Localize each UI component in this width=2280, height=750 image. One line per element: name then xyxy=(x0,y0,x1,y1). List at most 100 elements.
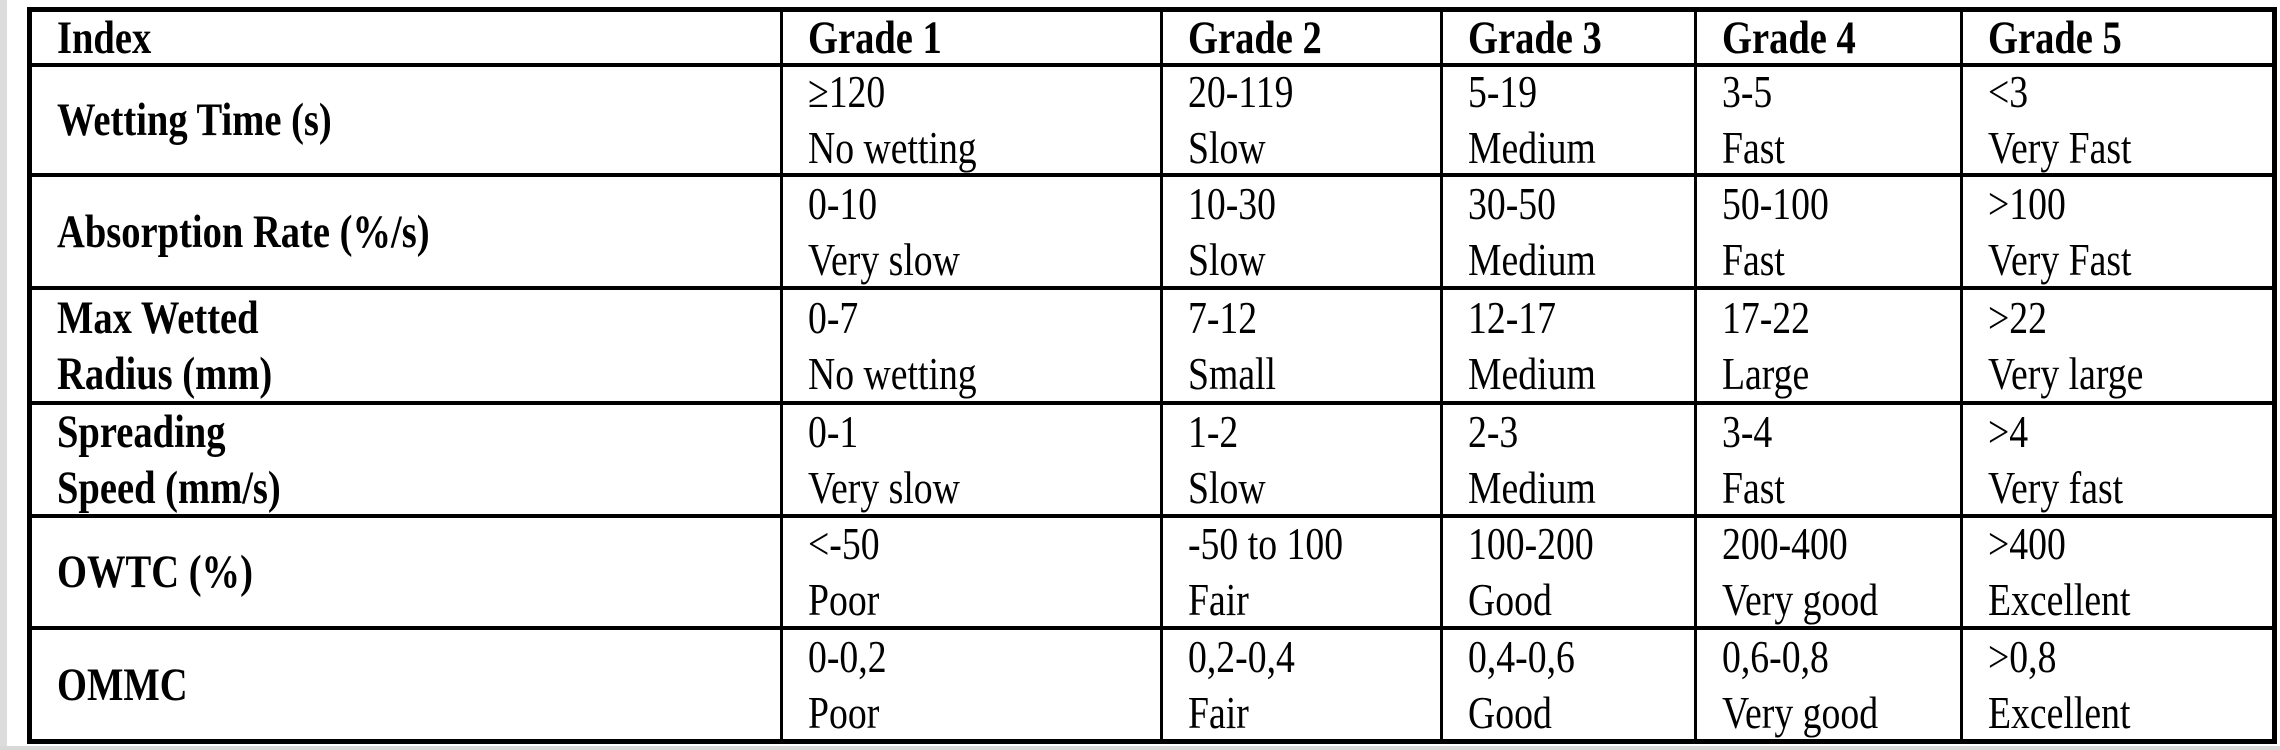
table-cell: 17-22 Large xyxy=(1697,290,1963,405)
cell-value: >0,8 xyxy=(1988,630,2057,682)
column-header-label: Index xyxy=(57,12,152,64)
table-cell: 0,6-0,8 Very good xyxy=(1697,630,1963,739)
cell-label: No wetting xyxy=(808,122,977,173)
cell-value: 50-100 xyxy=(1722,177,1829,229)
column-header-index: Index xyxy=(32,12,783,67)
cell-label: Large xyxy=(1722,347,1810,399)
row-header-line: Radius (mm) xyxy=(57,347,273,400)
cell-value: 200-400 xyxy=(1722,518,1848,569)
grading-scale-table: Index Grade 1 Grade 2 Grade 3 Grade 4 Gr… xyxy=(27,7,2277,744)
column-header-grade-2: Grade 2 xyxy=(1163,12,1443,67)
cell-label: No wetting xyxy=(808,347,977,399)
cell-label: Very good xyxy=(1722,686,1879,738)
table-cell: >22 Very large xyxy=(1963,290,2272,405)
cell-label: Fair xyxy=(1188,686,1249,738)
table-cell: 3-4 Fast xyxy=(1697,405,1963,518)
cell-value: 0,4-0,6 xyxy=(1468,630,1575,682)
table-cell: 30-50 Medium xyxy=(1443,177,1697,290)
row-header-line: OWTC (%) xyxy=(57,546,253,598)
row-header-line: Wetting Time (s) xyxy=(57,94,332,146)
cell-value: 0-7 xyxy=(808,291,859,343)
cell-value: >100 xyxy=(1988,177,2066,229)
table-cell: 10-30 Slow xyxy=(1163,177,1443,290)
cell-value: >4 xyxy=(1988,405,2029,457)
table-cell: <-50 Poor xyxy=(783,518,1163,630)
cell-label: Excellent xyxy=(1988,686,2131,738)
cell-label: Slow xyxy=(1188,122,1266,173)
table-cell: >0,8 Excellent xyxy=(1963,630,2272,739)
table-cell: 2-3 Medium xyxy=(1443,405,1697,518)
row-header-line: Spreading xyxy=(57,405,226,458)
cell-value: ≥120 xyxy=(808,67,886,117)
cell-label: Medium xyxy=(1468,122,1596,173)
row-header-wetting-time: Wetting Time (s) xyxy=(32,67,783,177)
table-cell: 0,4-0,6 Good xyxy=(1443,630,1697,739)
cell-label: Poor xyxy=(808,686,880,738)
cell-value: 17-22 xyxy=(1722,291,1811,343)
row-header-line: Speed (mm/s) xyxy=(57,461,281,514)
column-header-grade-3: Grade 3 xyxy=(1443,12,1697,67)
cell-label: Fast xyxy=(1722,233,1785,285)
cell-value: 5-19 xyxy=(1468,67,1538,117)
table-cell: 0-1 Very slow xyxy=(783,405,1163,518)
cell-label: Very slow xyxy=(808,461,960,513)
cell-label: Very good xyxy=(1722,574,1879,625)
scan-edge-artifact-bottom xyxy=(0,746,2280,750)
table-cell: 12-17 Medium xyxy=(1443,290,1697,405)
cell-value: 100-200 xyxy=(1468,518,1594,569)
cell-label: Fair xyxy=(1188,574,1249,625)
cell-value: 12-17 xyxy=(1468,291,1557,343)
column-header-label: Grade 5 xyxy=(1988,12,2122,64)
table-cell: 20-119 Slow xyxy=(1163,67,1443,177)
cell-value: 0-10 xyxy=(808,177,878,229)
column-header-label: Grade 3 xyxy=(1468,12,1602,64)
table-cell: 100-200 Good xyxy=(1443,518,1697,630)
table-cell: <3 Very Fast xyxy=(1963,67,2272,177)
table-cell: 0-7 No wetting xyxy=(783,290,1163,405)
cell-value: 20-119 xyxy=(1188,67,1294,117)
cell-label: Very slow xyxy=(808,233,960,285)
cell-value: 1-2 xyxy=(1188,405,1239,457)
table-cell: 7-12 Small xyxy=(1163,290,1443,405)
cell-value: 10-30 xyxy=(1188,177,1277,229)
cell-label: Slow xyxy=(1188,461,1266,513)
cell-value: 0,6-0,8 xyxy=(1722,630,1829,682)
cell-value: 0-0,2 xyxy=(808,630,887,682)
column-header-label: Grade 1 xyxy=(808,12,942,64)
table-cell: ≥120 No wetting xyxy=(783,67,1163,177)
cell-value: 0,2-0,4 xyxy=(1188,630,1295,682)
column-header-grade-4: Grade 4 xyxy=(1697,12,1963,67)
cell-label: Very Fast xyxy=(1988,122,2132,173)
row-header-max-wetted-radius: Max Wetted Radius (mm) xyxy=(32,290,783,405)
column-header-label: Grade 4 xyxy=(1722,12,1856,64)
cell-value: 3-4 xyxy=(1722,405,1773,457)
row-header-line: OMMC xyxy=(57,658,188,711)
cell-value: 7-12 xyxy=(1188,291,1258,343)
cell-label: Slow xyxy=(1188,233,1266,285)
row-header-spreading-speed: Spreading Speed (mm/s) xyxy=(32,405,783,518)
cell-value: >22 xyxy=(1988,291,2048,343)
cell-label: Medium xyxy=(1468,347,1596,399)
cell-label: Poor xyxy=(808,574,880,625)
cell-value: <3 xyxy=(1988,67,2029,117)
row-header-line: Max Wetted xyxy=(57,291,259,344)
cell-label: Excellent xyxy=(1988,574,2131,625)
cell-value: 3-5 xyxy=(1722,67,1773,117)
cell-label: Small xyxy=(1188,347,1277,399)
cell-label: Good xyxy=(1468,574,1552,625)
row-header-ommc: OMMC xyxy=(32,630,783,739)
cell-label: Very large xyxy=(1988,347,2144,399)
row-header-absorption-rate: Absorption Rate (%/s) xyxy=(32,177,783,290)
table-cell: >100 Very Fast xyxy=(1963,177,2272,290)
cell-value: <-50 xyxy=(808,518,880,569)
table-cell: 3-5 Fast xyxy=(1697,67,1963,177)
cell-value: 30-50 xyxy=(1468,177,1557,229)
table-cell: 1-2 Slow xyxy=(1163,405,1443,518)
table-cell: 200-400 Very good xyxy=(1697,518,1963,630)
cell-label: Very fast xyxy=(1988,461,2124,513)
cell-label: Fast xyxy=(1722,122,1785,173)
cell-label: Medium xyxy=(1468,461,1596,513)
table-cell: >400 Excellent xyxy=(1963,518,2272,630)
column-header-grade-5: Grade 5 xyxy=(1963,12,2272,67)
table-cell: 0,2-0,4 Fair xyxy=(1163,630,1443,739)
